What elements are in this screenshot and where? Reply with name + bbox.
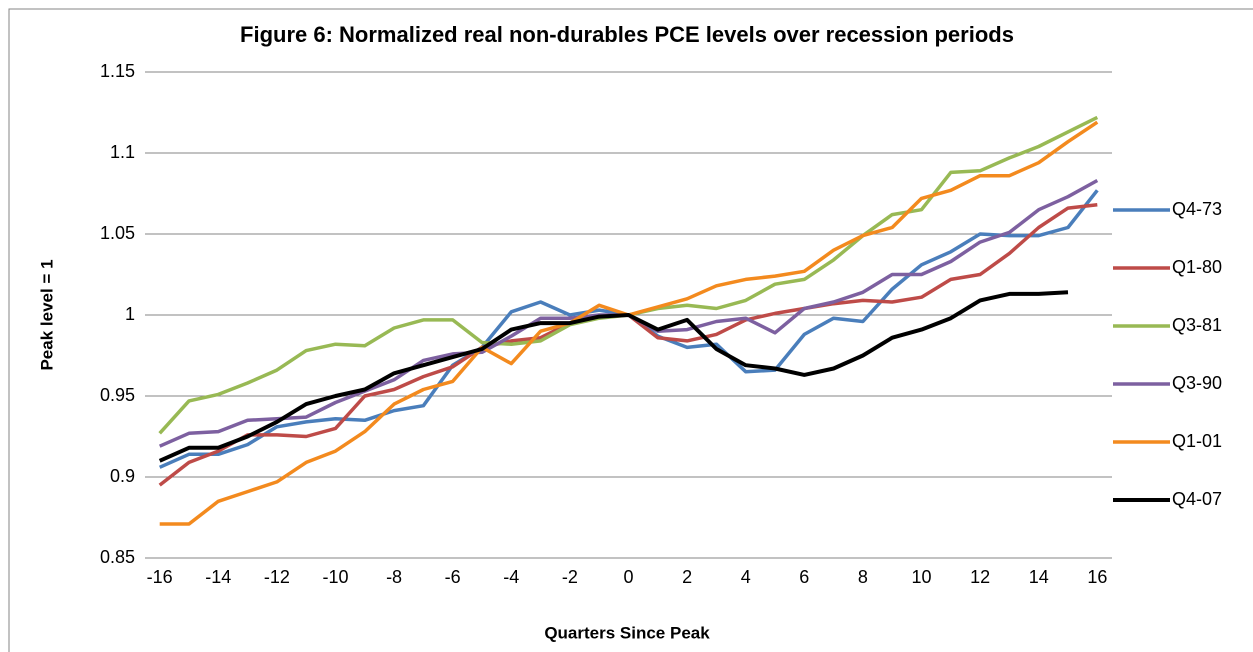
legend-label: Q1-80 [1172,257,1222,277]
x-tick-label: -14 [205,567,231,587]
x-tick-label: -16 [147,567,173,587]
x-tick-label: -6 [445,567,461,587]
y-tick-label: 1.05 [100,223,135,243]
x-tick-label: 16 [1087,567,1107,587]
x-tick-label: 0 [623,567,633,587]
y-tick-label: 1.1 [110,142,135,162]
x-tick-label: -4 [503,567,519,587]
data-line [159,120,1099,526]
x-tick-label: 12 [970,567,990,587]
legend-label: Q1-01 [1172,431,1222,451]
data-line [158,189,1099,469]
legend-label: Q4-07 [1172,489,1222,509]
x-tick-label: 6 [799,567,809,587]
x-tick-label: 10 [912,567,932,587]
legend-label: Q3-81 [1172,315,1222,335]
legend-label: Q4-73 [1172,199,1222,219]
legend-label: Q3-90 [1172,373,1222,393]
x-tick-label: -8 [386,567,402,587]
x-tick-label: -2 [562,567,578,587]
y-axis-title: Peak level = 1 [37,259,56,370]
x-tick-label: 14 [1029,567,1049,587]
y-tick-label: 1 [125,304,135,324]
x-axis-title: Quarters Since Peak [544,623,710,642]
y-tick-label: 0.9 [110,466,135,486]
data-line [158,290,1069,463]
chart-title: Figure 6: Normalized real non-durables P… [240,22,1014,47]
data-line [158,115,1099,435]
chart-border [8,8,1253,652]
y-tick-label: 0.85 [100,547,135,567]
y-tick-label: 1.15 [100,61,135,81]
x-tick-label: -12 [264,567,290,587]
x-tick-label: 2 [682,567,692,587]
x-tick-label: -10 [322,567,348,587]
x-tick-label: 8 [858,567,868,587]
y-tick-label: 0.95 [100,385,135,405]
x-tick-label: 4 [741,567,751,587]
